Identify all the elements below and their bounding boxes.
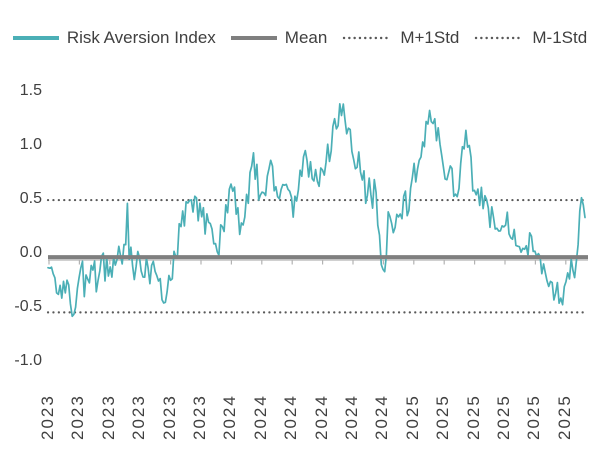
- y-axis-tick-label: 0.0: [19, 244, 42, 261]
- dotted-line-swatch-icon: [343, 36, 392, 40]
- teal-line-swatch-icon: [12, 36, 59, 40]
- legend-item-risk-aversion-index: Risk Aversion Index: [12, 28, 216, 48]
- legend: Risk Aversion Index Mean M+1Std M-1Std: [0, 26, 600, 50]
- y-axis-tick-label: 1.5: [19, 82, 42, 99]
- y-axis-tick-label: -1.0: [14, 352, 42, 369]
- legend-item-mean: Mean: [230, 28, 328, 48]
- legend-label-m-minus-1std: M-1Std: [532, 28, 588, 47]
- legend-label-mean: Mean: [284, 28, 328, 47]
- legend-item-m-plus-1std: M+1Std: [342, 28, 459, 48]
- y-axis-tick-label: 0.5: [19, 190, 42, 207]
- axis-tick-marks: [48, 260, 567, 265]
- dotted-line-swatch-icon: [475, 36, 524, 40]
- y-axis-tick-label: -0.5: [14, 298, 42, 315]
- legend-item-m-minus-1std: M-1Std: [474, 28, 587, 48]
- gray-line-swatch-icon: [230, 35, 277, 41]
- legend-label-m-plus-1std: M+1Std: [400, 28, 460, 47]
- y-axis-tick-label: 1.0: [19, 136, 42, 153]
- risk-aversion-series-line: [47, 103, 586, 318]
- legend-label-risk-aversion-index: Risk Aversion Index: [66, 28, 216, 47]
